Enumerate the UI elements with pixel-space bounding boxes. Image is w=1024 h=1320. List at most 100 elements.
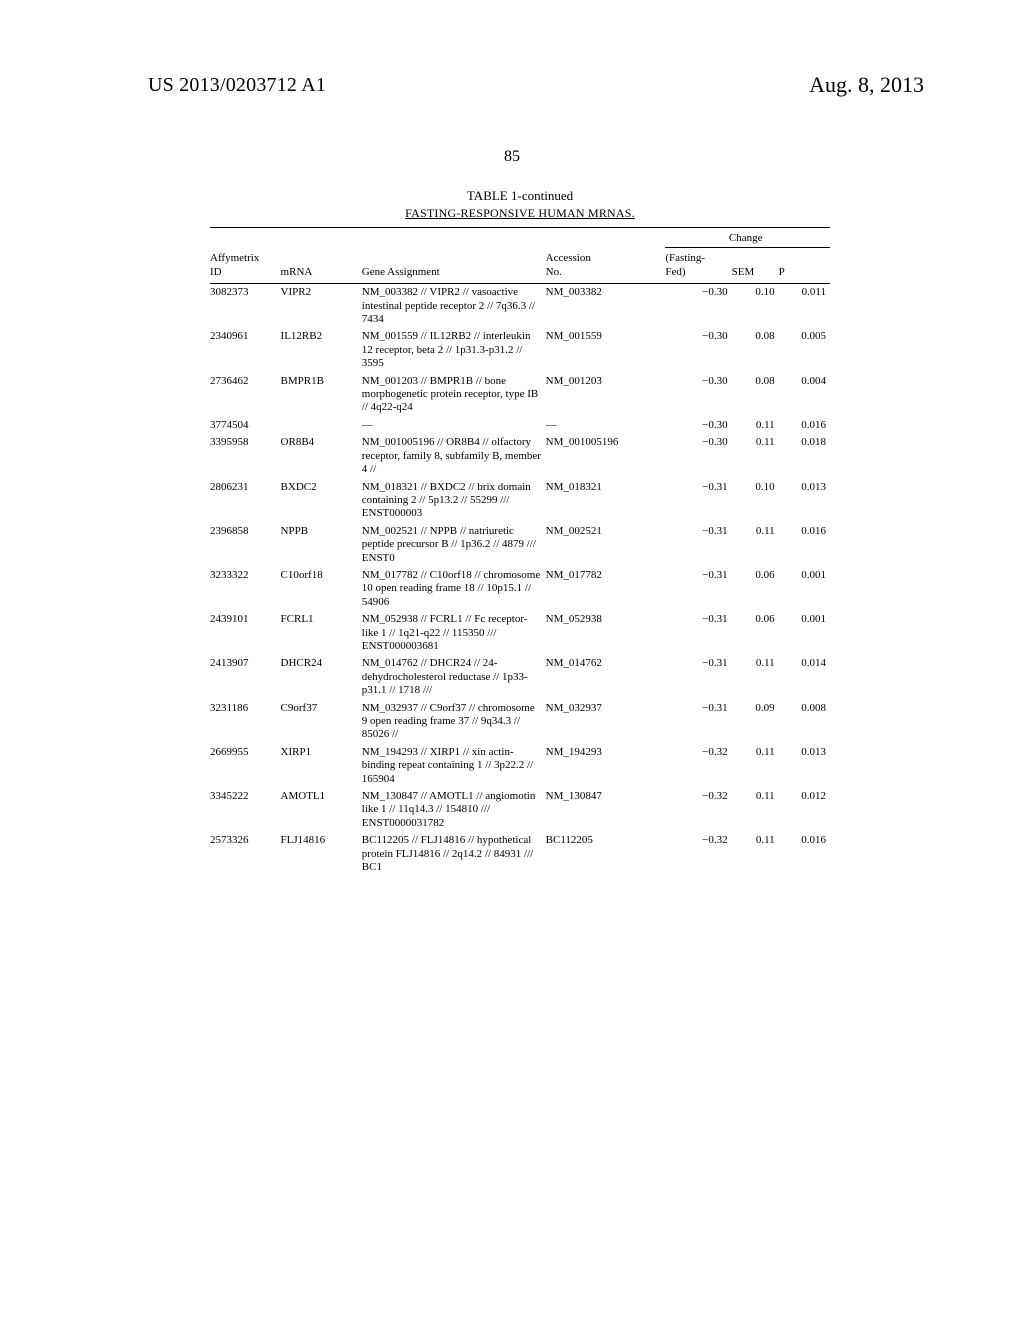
cell-mrna: VIPR2 <box>281 284 362 329</box>
cell-accession: NM_018321 <box>546 479 666 523</box>
cell-sem: 0.11 <box>732 788 779 832</box>
header-date: Aug. 8, 2013 <box>809 72 924 98</box>
table-row: 3395958OR8B4NM_001005196 // OR8B4 // olf… <box>210 434 830 478</box>
cell-sem: 0.11 <box>732 744 779 788</box>
cell-sem: 0.10 <box>732 284 779 329</box>
cell-affy: 3395958 <box>210 434 281 478</box>
cell-p: 0.001 <box>779 567 830 611</box>
cell-mrna: NPPB <box>281 523 362 567</box>
cell-affy: 3231186 <box>210 700 281 744</box>
cell-gene: NM_003382 // VIPR2 // vasoactive intesti… <box>362 284 546 329</box>
cell-p: 0.004 <box>779 373 830 417</box>
cell-affy: 2413907 <box>210 655 281 699</box>
cell-affy: 3774504 <box>210 417 281 434</box>
column-mrna: mRNA <box>281 248 362 284</box>
column-group-change: Change <box>665 228 830 248</box>
column-p: P <box>779 248 830 284</box>
mrna-table: Change Affymetrix ID mRNA Gene Assignmen… <box>210 227 830 876</box>
cell-mrna: FCRL1 <box>281 611 362 655</box>
column-acc-line1: Accession <box>546 252 591 264</box>
cell-change: −0.31 <box>665 655 731 699</box>
cell-sem: 0.08 <box>732 328 779 372</box>
cell-gene: NM_014762 // DHCR24 // 24-dehydrocholest… <box>362 655 546 699</box>
cell-mrna: AMOTL1 <box>281 788 362 832</box>
table-row: 3345222AMOTL1NM_130847 // AMOTL1 // angi… <box>210 788 830 832</box>
cell-mrna: BXDC2 <box>281 479 362 523</box>
column-sem: SEM <box>732 248 779 284</box>
cell-sem: 0.11 <box>732 417 779 434</box>
table-row: 3233322C10orf18NM_017782 // C10orf18 // … <box>210 567 830 611</box>
cell-affy: 2736462 <box>210 373 281 417</box>
cell-gene: NM_001005196 // OR8B4 // olfactory recep… <box>362 434 546 478</box>
cell-change: −0.32 <box>665 832 731 876</box>
cell-gene: NM_017782 // C10orf18 // chromosome 10 o… <box>362 567 546 611</box>
cell-accession: NM_002521 <box>546 523 666 567</box>
cell-accession: NM_003382 <box>546 284 666 329</box>
table-row: 2806231BXDC2NM_018321 // BXDC2 // brix d… <box>210 479 830 523</box>
cell-affy: 2340961 <box>210 328 281 372</box>
cell-affy: 3233322 <box>210 567 281 611</box>
cell-change: −0.32 <box>665 788 731 832</box>
cell-mrna: IL12RB2 <box>281 328 362 372</box>
table-row: 2573326FLJ14816BC112205 // FLJ14816 // h… <box>210 832 830 876</box>
cell-p: 0.001 <box>779 611 830 655</box>
cell-gene: NM_002521 // NPPB // natriuretic peptide… <box>362 523 546 567</box>
table-subcaption: FASTING-RESPONSIVE HUMAN MRNAS. <box>210 206 830 221</box>
cell-accession: NM_001559 <box>546 328 666 372</box>
cell-accession: NM_032937 <box>546 700 666 744</box>
cell-change: −0.31 <box>665 611 731 655</box>
cell-p: 0.016 <box>779 832 830 876</box>
column-change-line2: Fed) <box>665 266 685 278</box>
table-row: 3774504——−0.300.110.016 <box>210 417 830 434</box>
cell-p: 0.018 <box>779 434 830 478</box>
header-publication-number: US 2013/0203712 A1 <box>148 74 326 97</box>
table-row: 3082373VIPR2NM_003382 // VIPR2 // vasoac… <box>210 284 830 329</box>
cell-change: −0.31 <box>665 700 731 744</box>
cell-change: −0.31 <box>665 479 731 523</box>
cell-accession: NM_001005196 <box>546 434 666 478</box>
table-row: 2439101FCRL1NM_052938 // FCRL1 // Fc rec… <box>210 611 830 655</box>
page-number: 85 <box>0 148 1024 166</box>
cell-accession: NM_014762 <box>546 655 666 699</box>
cell-sem: 0.11 <box>732 655 779 699</box>
cell-sem: 0.11 <box>732 434 779 478</box>
cell-accession: NM_130847 <box>546 788 666 832</box>
cell-change: −0.30 <box>665 373 731 417</box>
cell-sem: 0.08 <box>732 373 779 417</box>
cell-change: −0.31 <box>665 567 731 611</box>
cell-mrna: XIRP1 <box>281 744 362 788</box>
cell-accession: NM_001203 <box>546 373 666 417</box>
cell-accession: NM_052938 <box>546 611 666 655</box>
cell-accession: NM_194293 <box>546 744 666 788</box>
column-accession: Accession No. <box>546 248 666 284</box>
cell-accession: — <box>546 417 666 434</box>
column-affy-line1: Affymetrix <box>210 252 259 264</box>
cell-sem: 0.10 <box>732 479 779 523</box>
column-gene: Gene Assignment <box>362 248 546 284</box>
cell-p: 0.012 <box>779 788 830 832</box>
cell-affy: 2439101 <box>210 611 281 655</box>
cell-affy: 2669955 <box>210 744 281 788</box>
cell-mrna: FLJ14816 <box>281 832 362 876</box>
cell-mrna <box>281 417 362 434</box>
table-row: 2413907DHCR24NM_014762 // DHCR24 // 24-d… <box>210 655 830 699</box>
cell-p: 0.008 <box>779 700 830 744</box>
cell-mrna: BMPR1B <box>281 373 362 417</box>
cell-mrna: C10orf18 <box>281 567 362 611</box>
cell-accession: BC112205 <box>546 832 666 876</box>
cell-change: −0.30 <box>665 284 731 329</box>
cell-sem: 0.11 <box>732 523 779 567</box>
column-acc-line2: No. <box>546 266 562 278</box>
cell-affy: 2573326 <box>210 832 281 876</box>
table-body: 3082373VIPR2NM_003382 // VIPR2 // vasoac… <box>210 284 830 877</box>
cell-sem: 0.06 <box>732 567 779 611</box>
cell-affy: 3082373 <box>210 284 281 329</box>
cell-p: 0.013 <box>779 479 830 523</box>
cell-affy: 3345222 <box>210 788 281 832</box>
column-affy-line2: ID <box>210 266 222 278</box>
cell-sem: 0.06 <box>732 611 779 655</box>
cell-affy: 2806231 <box>210 479 281 523</box>
cell-gene: NM_001559 // IL12RB2 // interleukin 12 r… <box>362 328 546 372</box>
cell-gene: NM_130847 // AMOTL1 // angiomotin like 1… <box>362 788 546 832</box>
patent-page: US 2013/0203712 A1 Aug. 8, 2013 85 TABLE… <box>0 0 1024 1320</box>
